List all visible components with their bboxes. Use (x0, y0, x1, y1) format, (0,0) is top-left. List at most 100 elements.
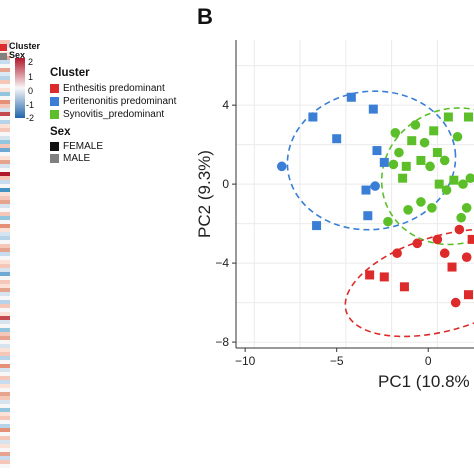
heatmap-cell (0, 336, 10, 340)
plot-axes: −10 −5 0 4 0 −4 −8 PC1 (10.8% PC2 (9.3%) (195, 40, 474, 391)
data-point-circle (456, 212, 466, 223)
heatmap-cell (0, 304, 10, 308)
heatmap-cell (0, 308, 10, 312)
heatmap-cell (0, 92, 10, 96)
legend-item-synovitis: Synovitis_predominant (50, 109, 164, 120)
heatmap-cell (0, 376, 10, 380)
panel-label: B (197, 4, 213, 29)
legend-item-female: FEMALE (50, 141, 103, 152)
heatmap-cell (0, 316, 10, 320)
data-point-circle (425, 161, 435, 172)
heatmap-cell (0, 60, 10, 64)
legend-label: Peritenonitis predominant (63, 96, 177, 107)
data-point-circle (465, 173, 474, 184)
legend-swatch (50, 97, 59, 106)
data-point-square (449, 175, 459, 185)
heatmap-cell (0, 76, 10, 80)
data-point-square (332, 134, 342, 144)
heatmap-cell (0, 68, 10, 72)
heatmap-cell (0, 148, 10, 152)
annotation-cluster-label: Cluster (9, 41, 41, 51)
colorbar-tick: -1 (26, 100, 35, 110)
heatmap-cell (0, 284, 10, 288)
heatmap-cell (0, 208, 10, 212)
heatmap-cell (0, 64, 10, 68)
heatmap-cell (0, 424, 10, 428)
legend-sex-title: Sex (50, 126, 71, 138)
heatmap-cell (0, 344, 10, 348)
x-tick-label: 0 (425, 354, 432, 368)
data-point-square (372, 146, 382, 156)
heatmap-cell (0, 160, 10, 164)
heatmap-cell (0, 452, 10, 456)
legend-item-enthesitis: Enthesitis predominant (50, 83, 165, 94)
heatmap-cell (0, 204, 10, 208)
heatmap-cell (0, 100, 10, 104)
heatmap-cell (0, 280, 10, 284)
heatmap-cell (0, 368, 10, 372)
heatmap-cell (0, 288, 10, 292)
data-point-circle (432, 234, 443, 245)
heatmap-cell (0, 456, 10, 460)
y-tick-label: −8 (215, 335, 229, 349)
confidence-ellipse (380, 107, 474, 246)
colorbar-tick: 2 (28, 57, 34, 67)
data-point-circle (441, 185, 452, 195)
heatmap-cell (0, 296, 10, 300)
data-point-circle (383, 216, 393, 227)
heatmap-cell (0, 432, 10, 436)
legend-swatch (50, 110, 59, 119)
data-point-circle (452, 131, 463, 142)
confidence-ellipse (286, 90, 457, 231)
heatmap-cell (0, 244, 10, 248)
legend-swatch (50, 142, 59, 151)
data-point-square (399, 282, 409, 292)
data-point-circle (419, 137, 430, 148)
data-point-circle (403, 204, 413, 215)
heatmap-cell (0, 124, 10, 128)
legend-label: Synovitis_predominant (63, 109, 165, 120)
heatmap-cell (0, 300, 10, 304)
data-point-square (379, 157, 389, 167)
heatmap-cell (0, 356, 10, 360)
y-axis-label: PC2 (9.3%) (195, 150, 214, 238)
data-point-circle (388, 159, 399, 170)
legend-label: MALE (63, 153, 91, 164)
heatmap-cell (0, 236, 10, 240)
heatmap-cell (0, 416, 10, 420)
data-point-circle (416, 197, 426, 207)
data-point-square (434, 179, 444, 189)
data-point-square (365, 270, 375, 280)
plot-background (236, 40, 474, 348)
heatmap-cell (0, 400, 10, 404)
heatmap-cell (0, 340, 10, 344)
y-tick-label: 4 (222, 98, 229, 112)
heatmap-cell (0, 264, 10, 268)
heatmap-cell (0, 272, 10, 276)
x-tick-label: −10 (235, 354, 256, 368)
heatmap-cell (0, 116, 10, 120)
data-point-circle (461, 203, 472, 213)
heatmap-cell (0, 320, 10, 324)
data-point-square (429, 126, 439, 136)
data-point-square (467, 234, 474, 244)
heatmap-cell (0, 428, 10, 432)
heatmap-cell (0, 176, 10, 180)
data-point-circle (370, 181, 380, 191)
y-tick-label: 0 (222, 177, 229, 191)
heatmap-cell (0, 248, 10, 252)
confidence-ellipse (344, 228, 474, 338)
heatmap-cell (0, 460, 10, 464)
heatmap-cell (0, 276, 10, 280)
data-point-circle (410, 120, 421, 130)
heatmap-cell (0, 292, 10, 296)
heatmap-cell (0, 448, 10, 452)
data-point-square (416, 155, 426, 165)
annotation-cluster-swatch (0, 44, 7, 51)
heatmap-cell (0, 396, 10, 400)
heatmap-cell (0, 216, 10, 220)
data-point-circle (439, 155, 450, 166)
data-point-square (346, 92, 356, 102)
data-point-square (447, 262, 457, 272)
